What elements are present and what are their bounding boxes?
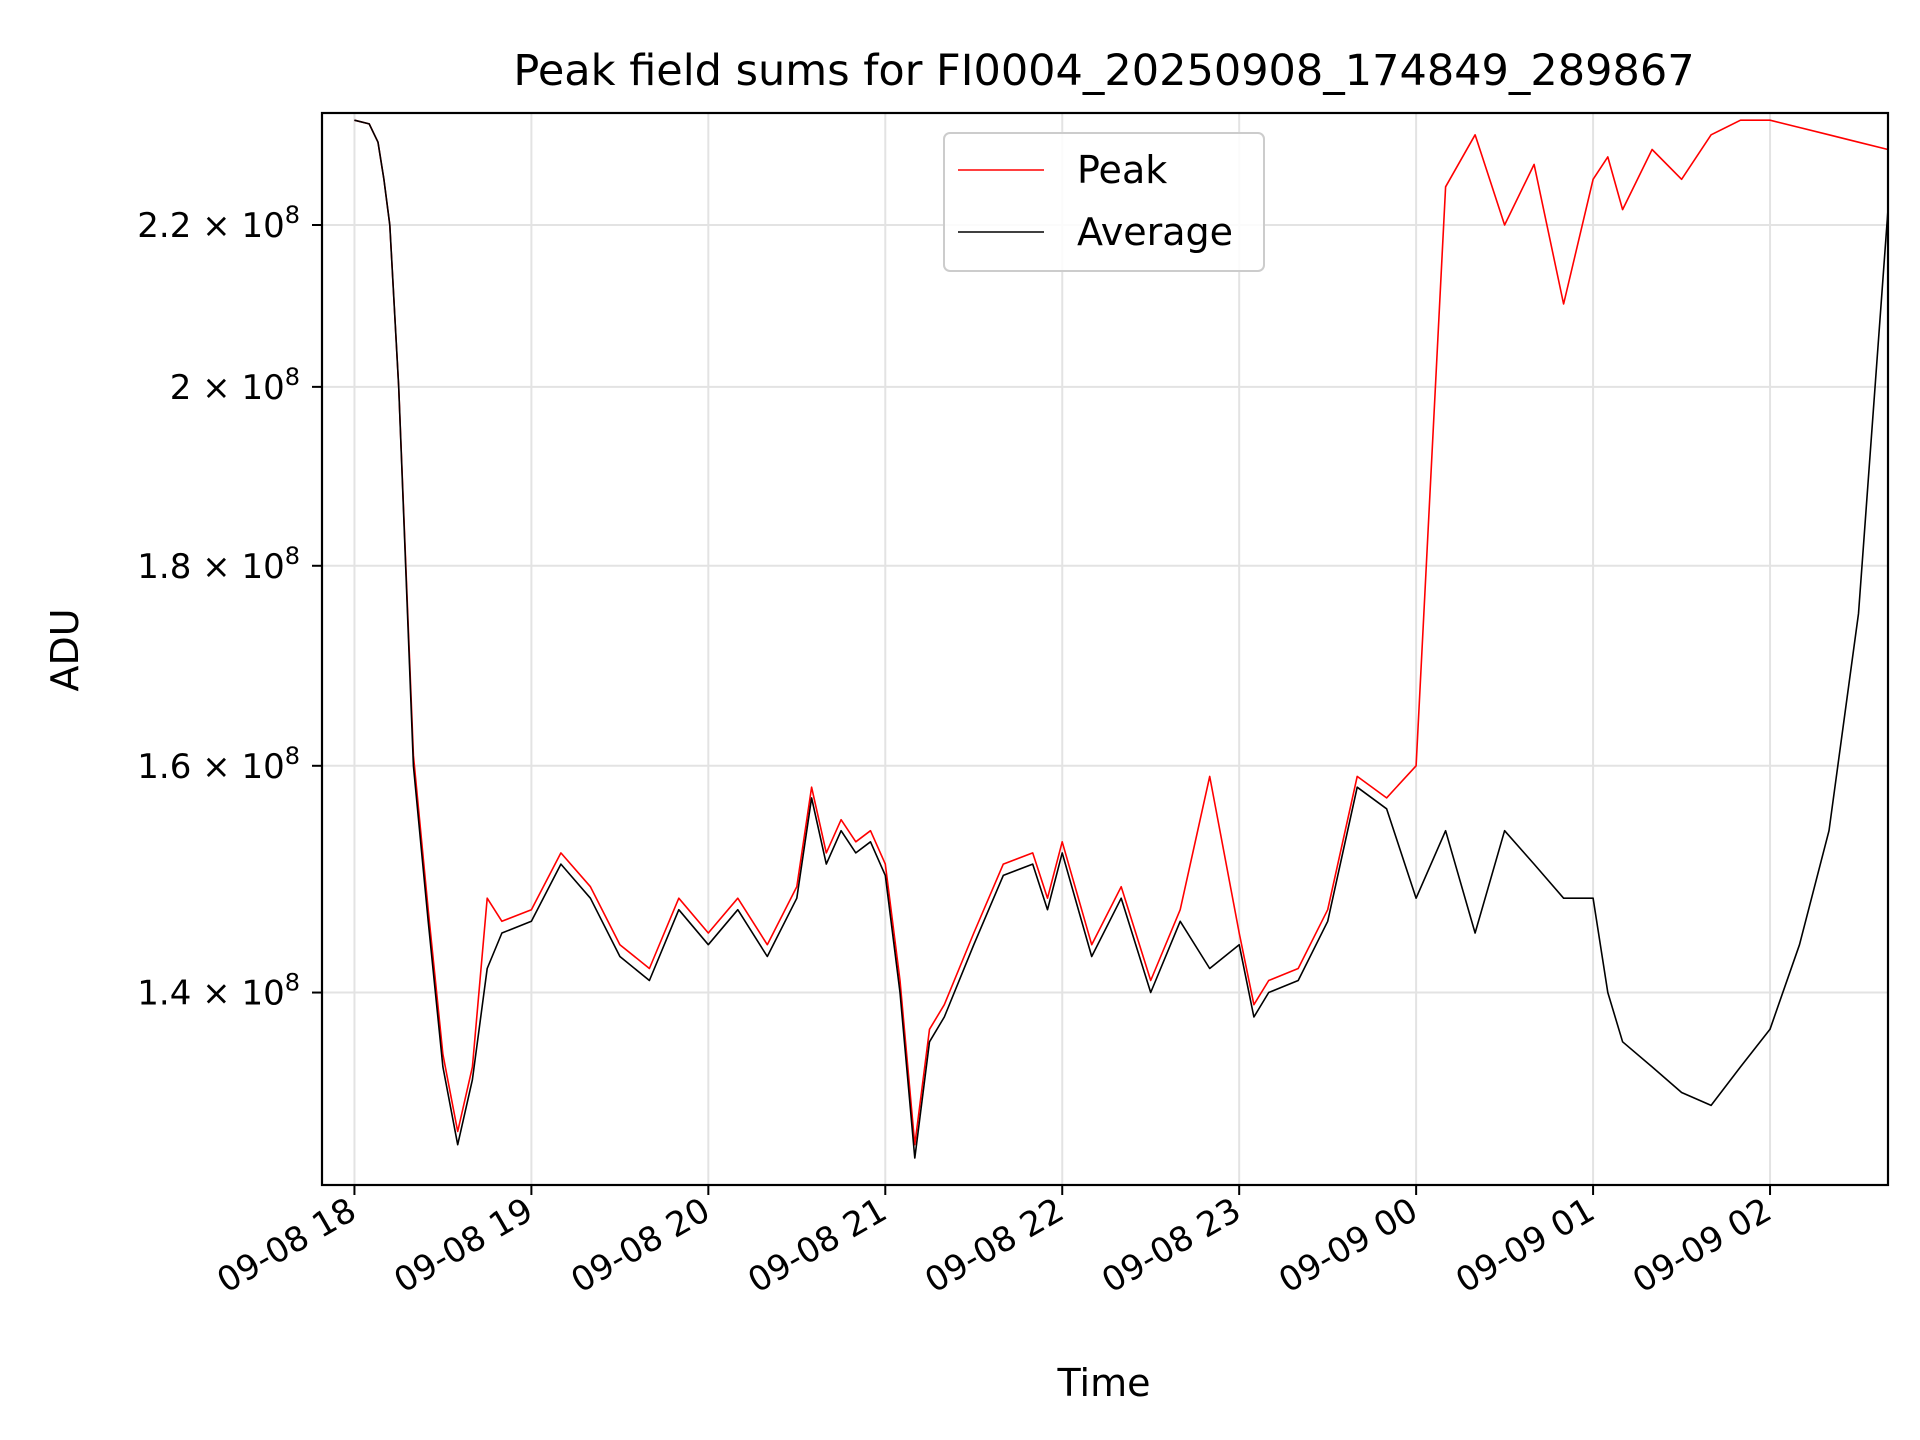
y-tick-label: 1.4 × 108	[137, 969, 300, 1014]
series-layer	[354, 119, 1889, 1159]
y-axis-label: ADU	[43, 608, 87, 691]
y-tick-label: 1.6 × 108	[137, 742, 300, 787]
chart-title: Peak field sums for FI0004_20250908_1748…	[513, 46, 1694, 96]
plot-frame	[320, 111, 1890, 1187]
y-tick-label: 2 × 108	[170, 363, 300, 408]
legend-peak-label: Peak	[1077, 148, 1167, 192]
y-tick-label: 1.8 × 108	[137, 542, 300, 587]
legend-average-label: Average	[1077, 210, 1233, 254]
series-line-peak	[354, 119, 1889, 1146]
y-tick-label: 2.2 × 108	[137, 201, 300, 246]
legend: Peak Average	[943, 132, 1265, 272]
x-axis-label: Time	[1057, 1361, 1151, 1405]
legend-box	[943, 132, 1265, 272]
series-line-average	[354, 119, 1889, 1159]
